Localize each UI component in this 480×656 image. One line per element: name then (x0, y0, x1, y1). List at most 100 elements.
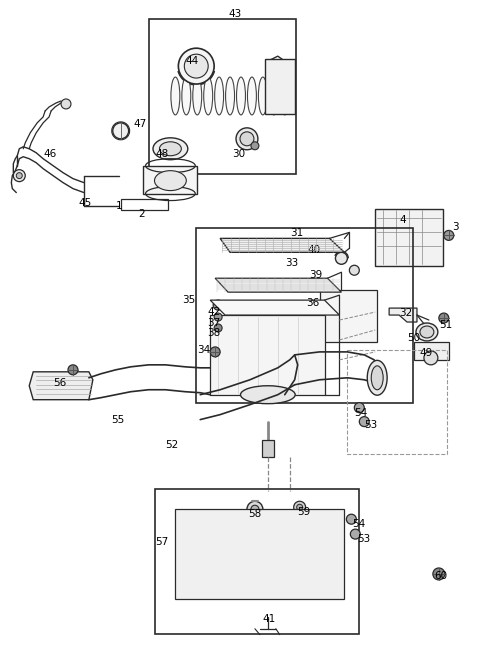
Polygon shape (175, 509, 344, 599)
Circle shape (433, 568, 445, 580)
Text: 41: 41 (263, 614, 276, 624)
Text: 34: 34 (197, 345, 211, 355)
Text: 42: 42 (207, 307, 220, 317)
Circle shape (214, 324, 222, 332)
Ellipse shape (159, 142, 181, 155)
Ellipse shape (269, 77, 278, 115)
Bar (143, 166, 197, 194)
Text: 51: 51 (439, 320, 452, 330)
Text: 32: 32 (399, 308, 412, 318)
Circle shape (349, 265, 360, 276)
Ellipse shape (248, 77, 256, 115)
Ellipse shape (420, 326, 434, 338)
Text: 31: 31 (290, 228, 303, 238)
Ellipse shape (204, 77, 213, 115)
Text: 37: 37 (207, 318, 220, 328)
Text: 52: 52 (166, 440, 179, 449)
Ellipse shape (193, 77, 202, 115)
Ellipse shape (240, 386, 295, 403)
Text: 1: 1 (116, 201, 122, 211)
Ellipse shape (237, 77, 245, 115)
Bar (156, 489, 360, 634)
Text: 57: 57 (156, 537, 169, 547)
Circle shape (336, 253, 348, 264)
Text: 3: 3 (452, 222, 458, 232)
Text: 50: 50 (407, 333, 420, 343)
Text: 36: 36 (307, 298, 320, 308)
Bar (320, 290, 377, 342)
Text: 39: 39 (310, 270, 323, 280)
Circle shape (68, 365, 78, 375)
Circle shape (347, 514, 356, 524)
Polygon shape (29, 372, 93, 400)
Bar (265, 59, 295, 114)
Ellipse shape (226, 77, 235, 115)
Ellipse shape (155, 171, 186, 191)
Circle shape (444, 230, 454, 240)
Text: 47: 47 (133, 119, 147, 129)
Bar (262, 440, 274, 457)
Text: 49: 49 (419, 348, 432, 358)
Bar (120, 199, 168, 211)
Text: 55: 55 (111, 415, 124, 424)
Bar (210, 315, 324, 395)
Polygon shape (215, 278, 341, 292)
Polygon shape (220, 238, 344, 253)
Text: 38: 38 (207, 328, 220, 338)
Ellipse shape (258, 77, 267, 115)
Polygon shape (389, 308, 417, 322)
Circle shape (350, 529, 360, 539)
Circle shape (179, 48, 214, 84)
Text: 54: 54 (354, 407, 368, 418)
Bar (196, 228, 413, 403)
Circle shape (13, 170, 25, 182)
Circle shape (213, 300, 223, 310)
Text: 40: 40 (308, 245, 321, 255)
Circle shape (184, 54, 208, 78)
Polygon shape (210, 300, 339, 315)
Text: 44: 44 (185, 56, 199, 66)
Text: 35: 35 (182, 295, 195, 305)
Circle shape (61, 99, 71, 109)
Bar (375, 209, 443, 266)
Text: 2: 2 (139, 209, 145, 218)
Bar (414, 342, 449, 360)
Circle shape (360, 417, 369, 426)
Ellipse shape (171, 77, 180, 115)
Circle shape (214, 313, 222, 321)
Circle shape (439, 313, 449, 323)
Circle shape (210, 347, 220, 357)
Text: 45: 45 (79, 197, 92, 207)
Circle shape (354, 403, 364, 413)
Ellipse shape (215, 77, 224, 115)
Circle shape (16, 173, 22, 178)
Text: 53: 53 (357, 534, 371, 544)
Circle shape (247, 501, 263, 517)
Text: 56: 56 (53, 378, 66, 388)
Text: 46: 46 (43, 149, 56, 159)
Ellipse shape (153, 138, 188, 159)
Text: 53: 53 (364, 420, 378, 430)
Text: 48: 48 (156, 149, 169, 159)
Text: 33: 33 (285, 258, 298, 268)
Text: 58: 58 (248, 509, 261, 520)
Text: 54: 54 (352, 519, 366, 529)
Circle shape (424, 351, 438, 365)
Ellipse shape (416, 323, 438, 341)
Text: 43: 43 (228, 9, 241, 20)
Ellipse shape (182, 77, 191, 115)
Text: 4: 4 (399, 215, 406, 226)
Bar (148, 19, 296, 174)
Circle shape (297, 504, 302, 510)
Circle shape (251, 505, 259, 513)
Circle shape (294, 501, 306, 513)
Bar (348, 350, 447, 455)
Text: 59: 59 (298, 507, 311, 517)
Text: 30: 30 (232, 149, 245, 159)
Ellipse shape (236, 128, 258, 150)
Circle shape (113, 123, 129, 139)
Circle shape (251, 142, 259, 150)
Ellipse shape (280, 77, 289, 115)
Text: 60: 60 (434, 571, 447, 581)
Ellipse shape (371, 366, 383, 390)
